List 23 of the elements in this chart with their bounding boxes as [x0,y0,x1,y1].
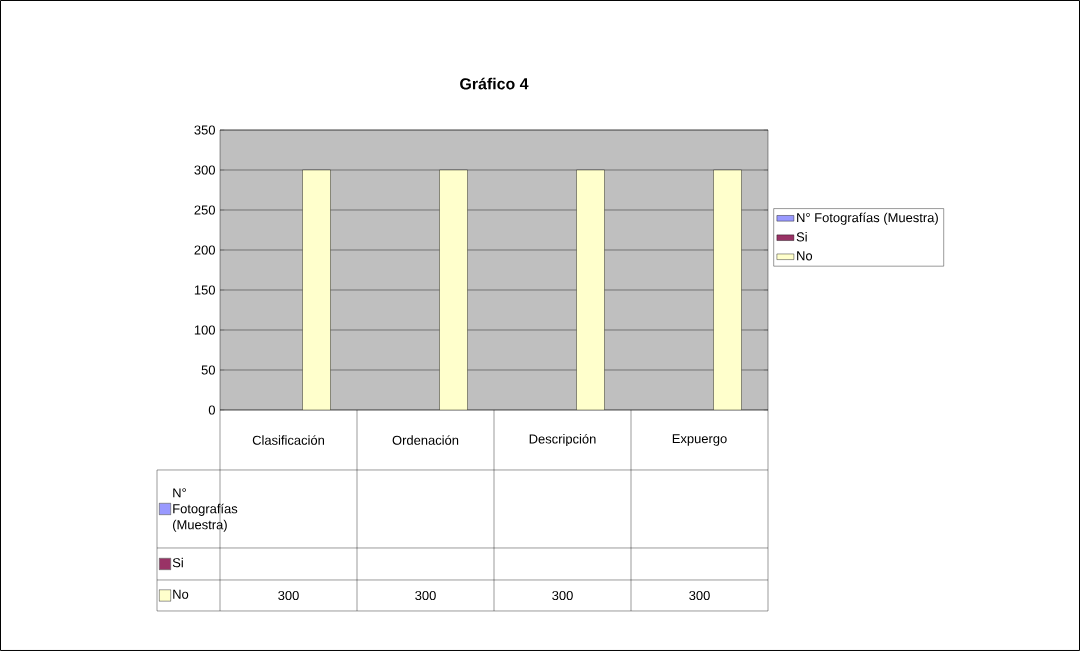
data-label: 300 [278,590,299,601]
y-tick-label: 150 [194,285,215,295]
x-tick-label: Ordenación [392,435,459,445]
data-label: 300 [415,590,436,601]
y-tick-label: 300 [194,165,215,175]
y-tick-label: 100 [194,325,215,335]
data-label: 300 [552,590,573,601]
y-tick-label: 0 [208,405,215,415]
y-tick-label: 350 [194,125,215,135]
y-tick-label: 250 [194,205,215,215]
legend-label: Si [796,232,807,242]
x-tick-label: Expuergo [672,434,727,446]
x-tick-label: Descripción [529,433,596,447]
text: N° Fotografías (Muestra) [173,488,238,532]
y-tick-label: 200 [194,245,215,255]
data-label: 300 [689,590,710,601]
legend-label: No [797,251,813,261]
text: No [173,589,189,599]
chart-title: Gráfico 4 [460,77,529,90]
text: Si [172,557,183,568]
y-tick-label: 50 [201,365,215,375]
legend-label: N° Fotografías (Muestra) [797,212,938,225]
x-tick-label: Clasificación [252,435,324,445]
